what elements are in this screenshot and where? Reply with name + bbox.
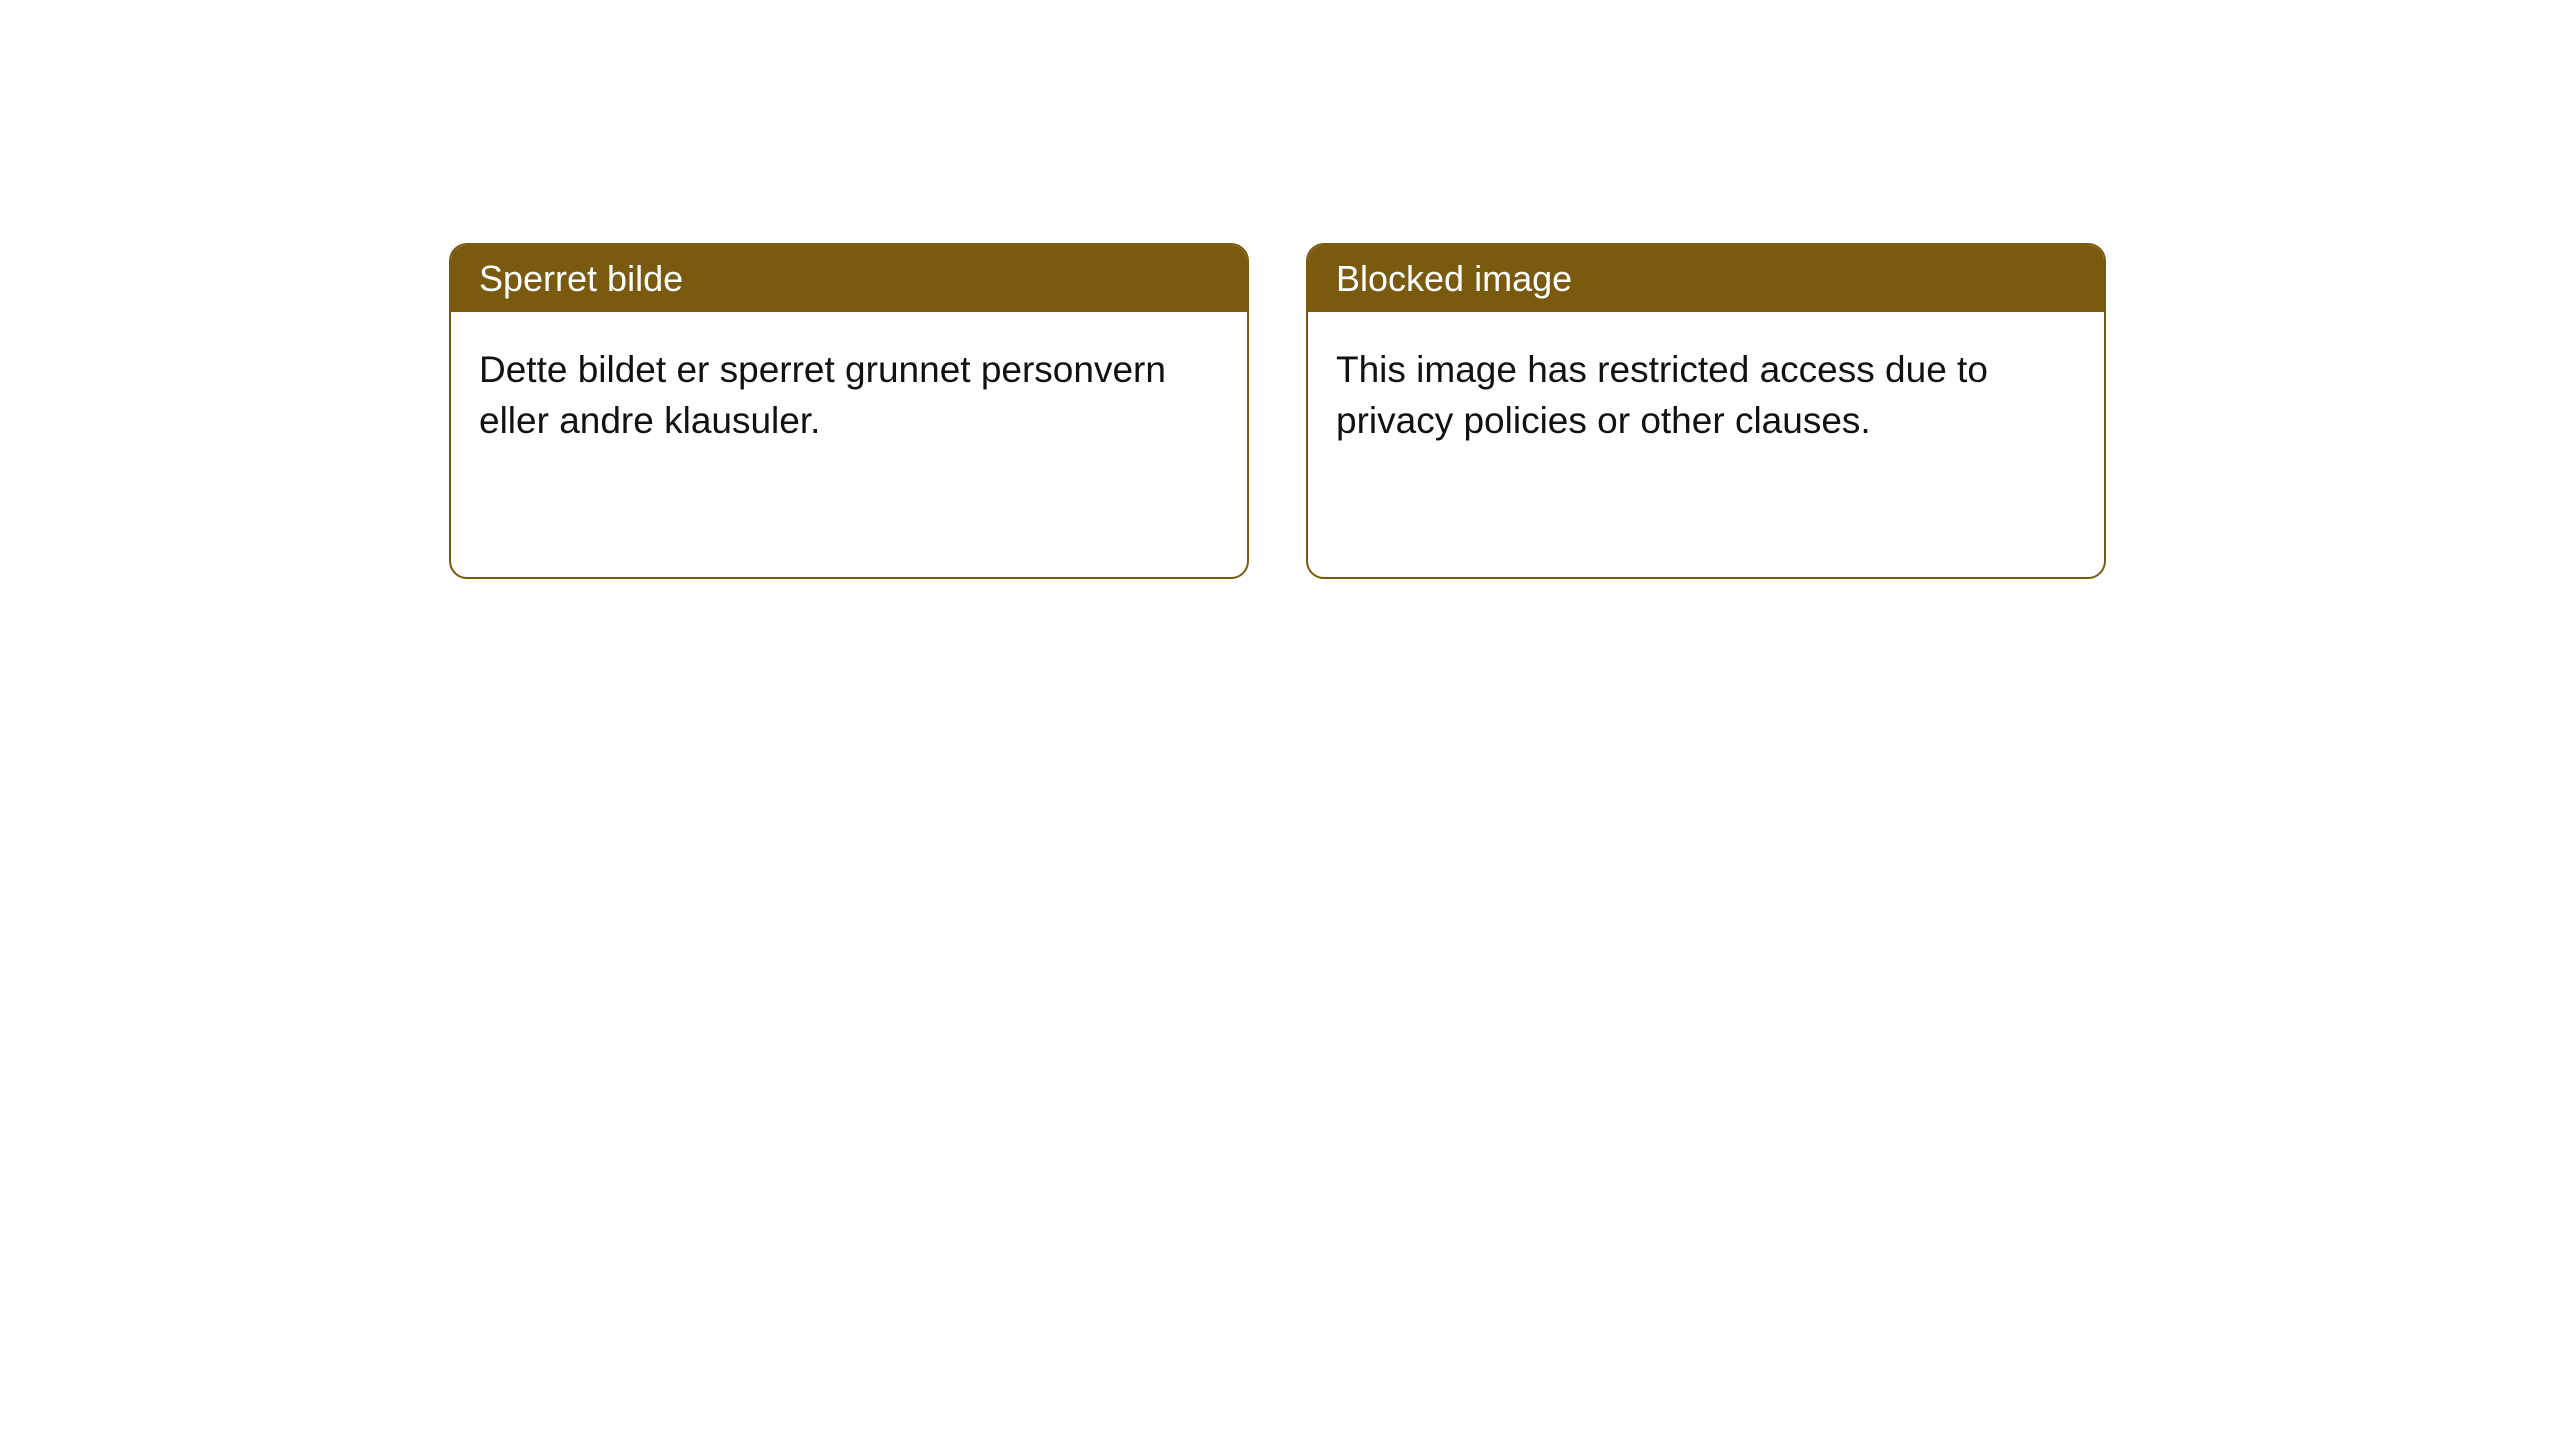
card-body-en: This image has restricted access due to … — [1308, 312, 2104, 478]
blocked-image-card-no: Sperret bilde Dette bildet er sperret gr… — [449, 243, 1249, 579]
card-body-no: Dette bildet er sperret grunnet personve… — [451, 312, 1247, 478]
notice-cards-container: Sperret bilde Dette bildet er sperret gr… — [449, 243, 2106, 579]
blocked-image-card-en: Blocked image This image has restricted … — [1306, 243, 2106, 579]
card-header-en: Blocked image — [1308, 245, 2104, 312]
card-header-no: Sperret bilde — [451, 245, 1247, 312]
